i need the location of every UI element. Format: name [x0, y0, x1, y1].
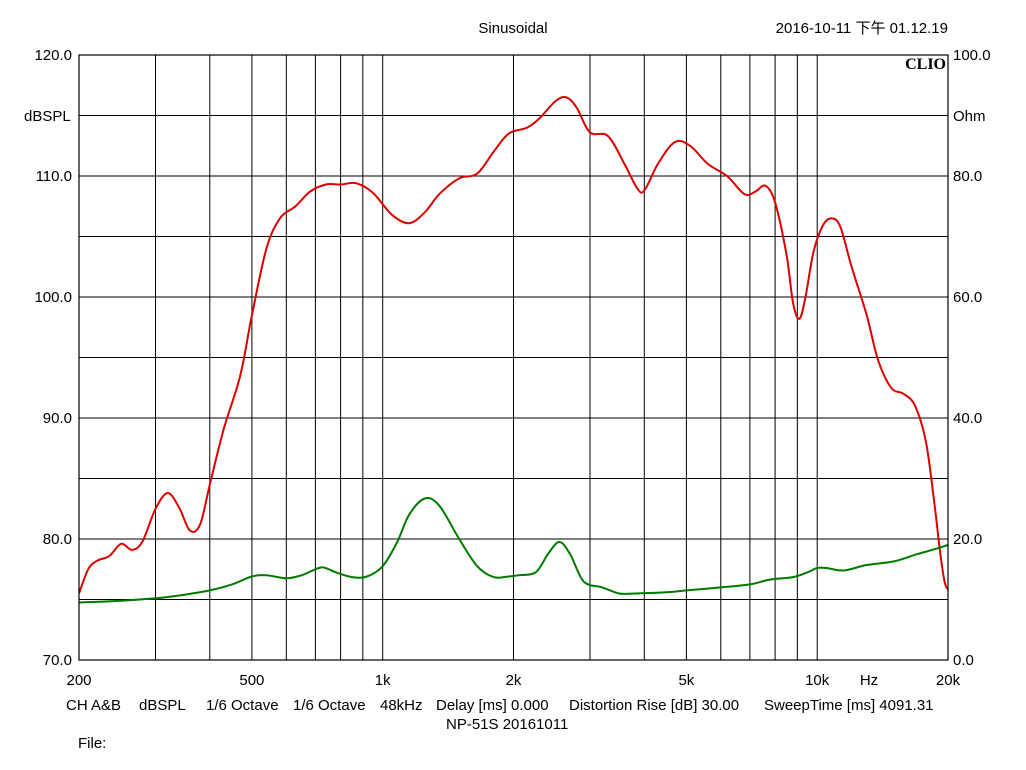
x-axis-unit: Hz — [860, 672, 878, 689]
spl-curve — [79, 95, 948, 594]
y-tick-label-right: 0.0 — [953, 652, 974, 669]
chart-title: Sinusoidal — [478, 20, 547, 37]
impedance-curve — [79, 497, 948, 604]
axis-labels: 120.0 110.0 100.0 90.0 80.0 70.0 100.0 80.0 60.0… — [34, 47, 990, 689]
setting-smoothing-2: 1/6 Octave — [293, 697, 366, 714]
y-tick-label-right: 20.0 — [953, 531, 982, 548]
device-label: NP-51S 20161011 — [446, 716, 569, 733]
plot-frame — [78, 54, 949, 661]
y-tick-label-left: 110.0 — [36, 168, 72, 185]
setting-sweep-time: SweepTime [ms] 4091.31 — [764, 697, 934, 714]
timestamp: 2016-10-11 下午 01.12.19 — [776, 20, 948, 37]
y-tick-label-left: 100.0 — [34, 289, 72, 306]
y-tick-label-right: 40.0 — [953, 410, 982, 427]
y-tick-label-left: 70.0 — [43, 652, 72, 669]
setting-sample-rate: 48kHz — [380, 697, 423, 714]
x-tick-label: 500 — [239, 672, 264, 689]
x-tick-label: 2k — [506, 672, 522, 689]
file-label: File: — [78, 735, 107, 752]
clio-logo: CLIO — [905, 56, 946, 73]
x-tick-label: 5k — [678, 672, 694, 689]
grid-lines — [79, 55, 948, 660]
setting-distortion-rise: Distortion Rise [dB] 30.00 — [569, 697, 740, 714]
y-tick-label-left: 90.0 — [43, 410, 72, 427]
y-axis-left-label: dBSPL — [24, 108, 71, 125]
setting-delay: Delay [ms] 0.000 — [436, 697, 549, 714]
setting-smoothing-1: 1/6 Octave — [206, 697, 279, 714]
x-tick-label: 200 — [66, 672, 91, 689]
y-tick-label-left: 80.0 — [43, 531, 72, 548]
x-tick-label: 10k — [805, 672, 830, 689]
series-group — [79, 95, 948, 604]
y-tick-label-right: 100.0 — [953, 47, 991, 64]
y-tick-label-right: 80.0 — [953, 168, 982, 185]
y-tick-label-left: 120.0 — [34, 47, 72, 64]
x-tick-label: 1k — [375, 672, 391, 689]
setting-unit: dBSPL — [139, 697, 186, 714]
y-axis-right-label: Ohm — [953, 108, 986, 125]
x-tick-label: 20k — [936, 672, 961, 689]
y-tick-label-right: 60.0 — [953, 289, 982, 306]
setting-channel: CH A&B — [66, 697, 122, 714]
